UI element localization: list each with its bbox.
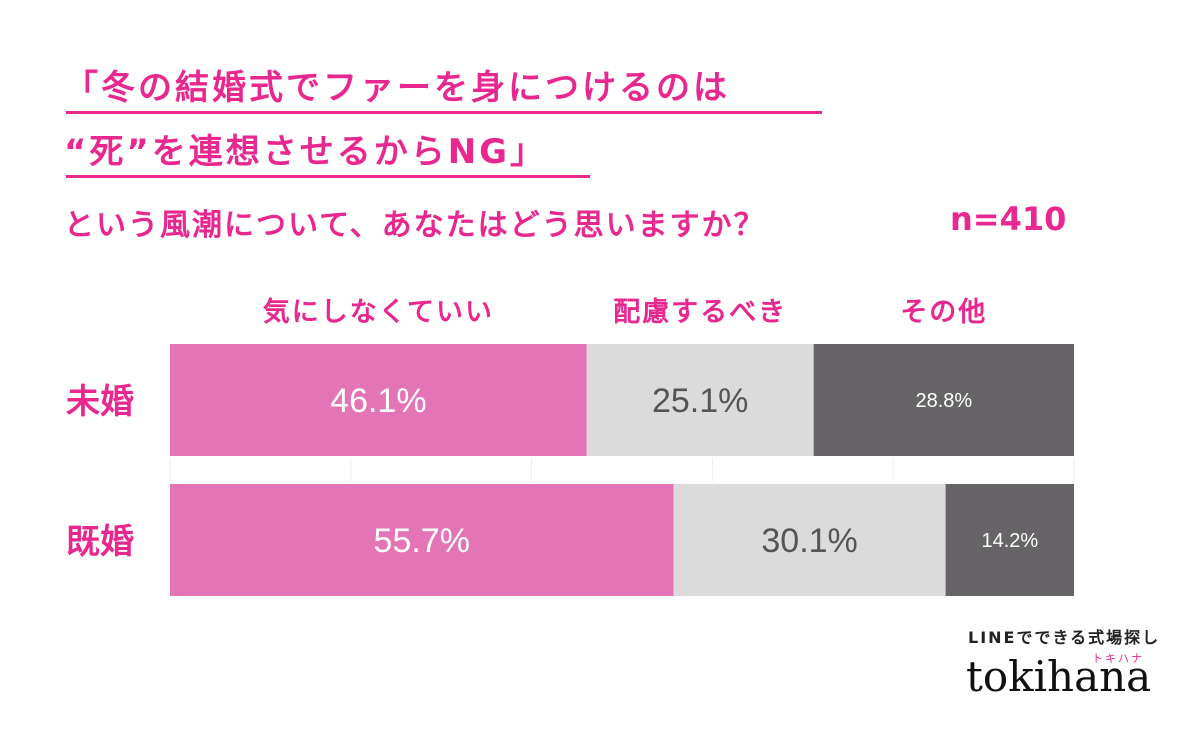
bar-segment: [170, 344, 587, 456]
data-label: 46.1%: [330, 382, 426, 420]
bar-segment: [170, 484, 674, 596]
legend-label: 配慮するべき: [613, 297, 787, 328]
category-label: 既婚: [66, 522, 134, 562]
bar-segment: [813, 344, 1074, 456]
legend-label: その他: [900, 297, 987, 328]
brand-tagline: LINEでできる式場探し: [968, 628, 1161, 647]
category-label: 未婚: [66, 382, 134, 422]
legend-label: 気にしなくていい: [263, 296, 494, 328]
chart-title-line-2: “死”を連想させるからNG」: [64, 132, 548, 172]
data-label: 28.8%: [915, 390, 972, 412]
data-label: 25.1%: [652, 382, 748, 420]
data-label: 14.2%: [981, 530, 1038, 552]
title-underline-2: [66, 175, 590, 178]
chart-question: という風潮について、あなたはどう思いますか？: [64, 208, 766, 243]
bar-segment: [945, 484, 1074, 596]
bar-segment: [586, 344, 814, 456]
brand-kana: トキハナ: [1092, 652, 1144, 665]
data-label: 55.7%: [374, 522, 470, 560]
data-label: 30.1%: [761, 522, 857, 560]
sample-size: n=410: [950, 200, 1067, 238]
title-underline-1: [66, 111, 822, 114]
bar-segment: [673, 484, 946, 596]
brand-logo: tokihana: [966, 652, 1152, 701]
chart-title-line-1: 「冬の結婚式でファーを身につけるのは: [64, 68, 730, 108]
